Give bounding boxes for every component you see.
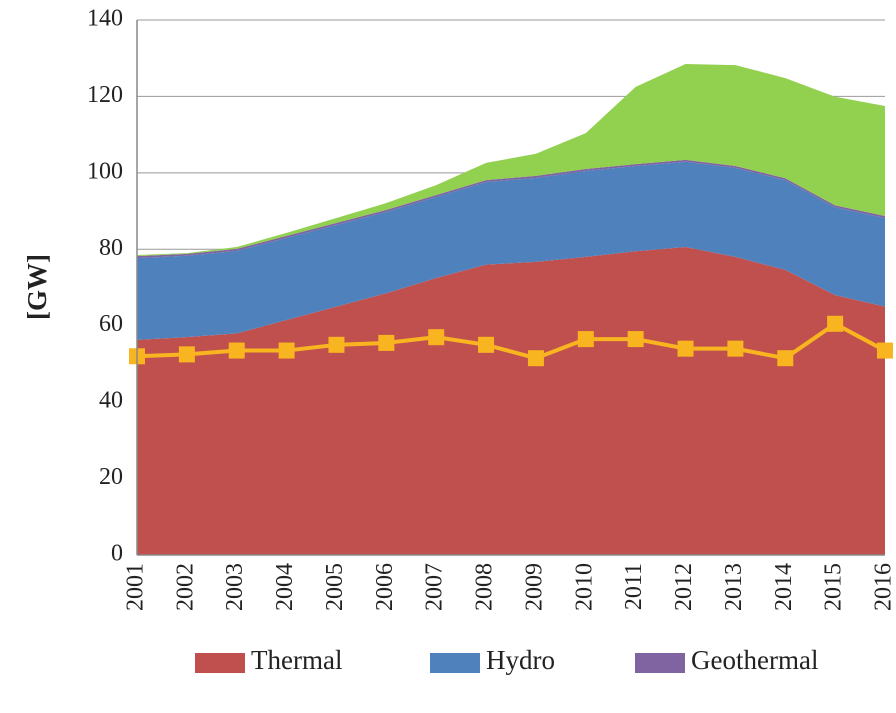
- legend-label: Geothermal: [691, 645, 818, 675]
- x-tick-label: 2015: [821, 563, 847, 611]
- marker: [677, 340, 694, 357]
- x-tick-label: 2007: [422, 563, 448, 611]
- marker: [627, 331, 644, 348]
- x-tick-label: 2016: [871, 563, 896, 611]
- marker: [727, 340, 744, 357]
- legend-label: Hydro: [486, 645, 555, 675]
- marker: [328, 336, 345, 353]
- marker: [827, 315, 844, 332]
- legend-swatch: [430, 653, 480, 673]
- y-tick-label: 140: [87, 6, 123, 32]
- marker: [278, 342, 295, 359]
- legend-swatch: [635, 653, 685, 673]
- marker: [378, 334, 395, 351]
- y-tick-label: 40: [99, 388, 123, 414]
- y-tick-label: 120: [87, 82, 123, 108]
- legend-label: Thermal: [251, 645, 342, 675]
- y-axis-label: [GW]: [22, 254, 52, 320]
- x-tick-label: 2014: [771, 563, 797, 611]
- marker: [577, 331, 594, 348]
- marker: [777, 350, 794, 367]
- x-tick-label: 2002: [172, 563, 198, 611]
- marker: [527, 350, 544, 367]
- marker: [428, 329, 445, 346]
- x-tick-label: 2012: [671, 563, 697, 611]
- area: [137, 246, 885, 555]
- y-tick-label: 0: [111, 541, 123, 567]
- x-tick-label: 2008: [472, 563, 498, 611]
- y-tick-label: 60: [99, 311, 123, 337]
- x-tick-label: 2013: [721, 563, 747, 611]
- marker: [178, 346, 195, 363]
- x-tick-label: 2006: [372, 563, 398, 611]
- area: [137, 159, 885, 259]
- y-tick-label: 20: [99, 464, 123, 490]
- x-tick-label: 2003: [222, 563, 248, 611]
- area: [137, 63, 885, 257]
- x-tick-label: 2001: [123, 563, 149, 611]
- marker: [228, 342, 245, 359]
- area: [137, 161, 885, 340]
- marker: [877, 342, 893, 359]
- y-tick-label: 80: [99, 235, 123, 261]
- x-tick-label: 2009: [521, 563, 547, 611]
- y-tick-label: 100: [87, 158, 123, 184]
- x-tick-label: 2010: [571, 563, 597, 611]
- x-tick-label: 2005: [322, 563, 348, 611]
- line: [136, 321, 886, 361]
- legend-swatch: [195, 653, 245, 673]
- x-tick-label: 2011: [621, 563, 647, 610]
- marker: [478, 336, 495, 353]
- x-tick-label: 2004: [272, 563, 298, 611]
